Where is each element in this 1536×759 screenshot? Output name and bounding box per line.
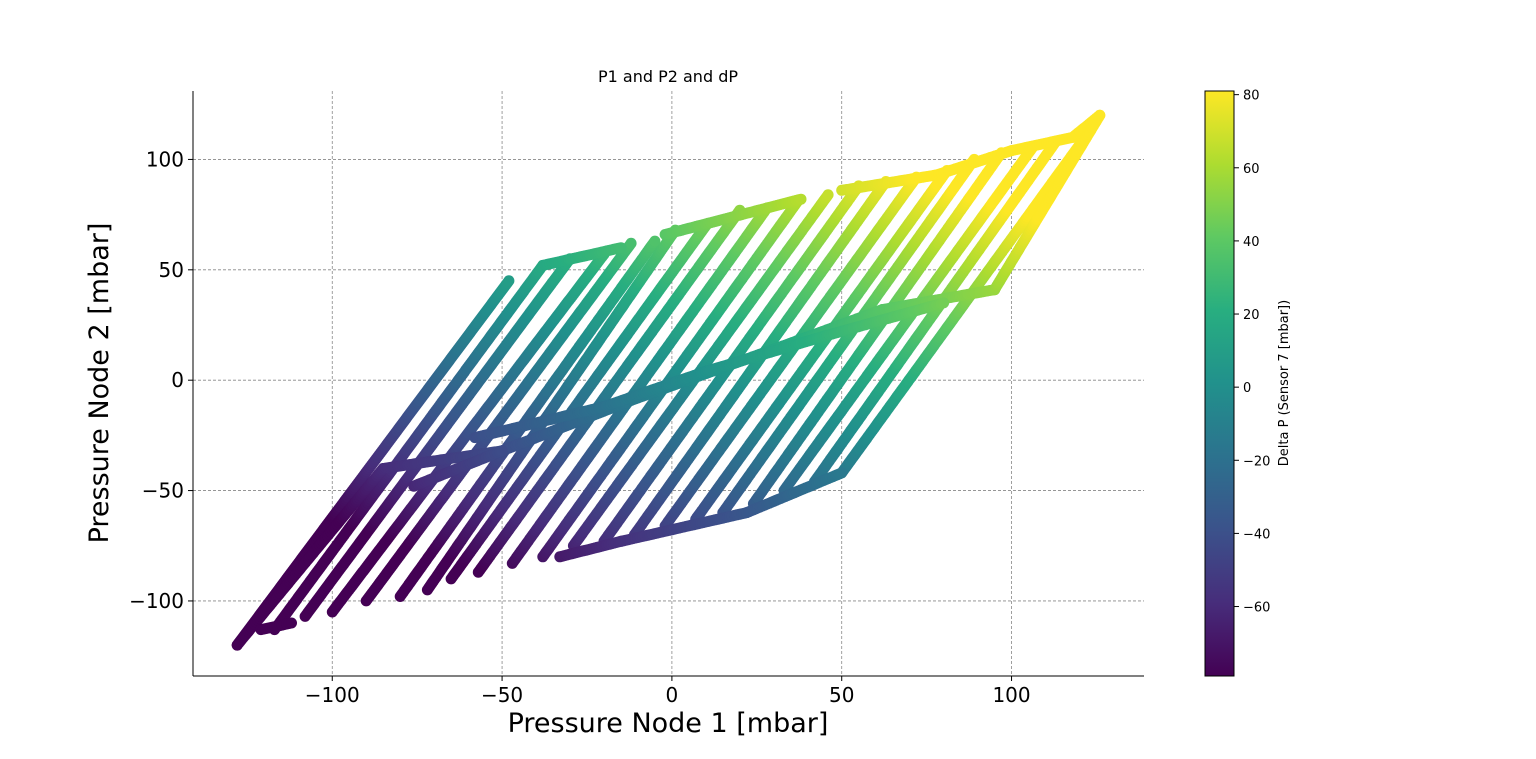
scatter-point	[822, 189, 834, 201]
scatter-point	[836, 467, 848, 479]
y-tick-label: 50	[159, 258, 184, 282]
x-tick-label: 0	[666, 683, 679, 707]
scatter-points	[231, 109, 1106, 651]
colorbar-tick-label: 40	[1243, 235, 1260, 250]
scatter-point	[286, 617, 297, 629]
y-axis-ticks: −100 −50 0 50 100	[129, 147, 193, 613]
y-tick-label: 0	[171, 368, 184, 392]
x-tick-label: −50	[481, 683, 523, 707]
x-tick-label: 50	[829, 683, 854, 707]
x-tick-label: 100	[992, 683, 1030, 707]
scatter-point	[938, 297, 950, 309]
y-axis-label: Pressure Node 2 [mbar]	[84, 223, 115, 544]
chart-title: P1 and P2 and dP	[598, 67, 738, 86]
y-tick-label: −50	[142, 479, 184, 503]
y-tick-label: 100	[146, 147, 184, 171]
colorbar-label: Delta P (Sensor 7 [mbar])	[1277, 300, 1292, 466]
colorbar-tick-label: 60	[1243, 162, 1260, 177]
scatter-point	[649, 235, 661, 247]
scatter-point	[795, 193, 807, 205]
colorbar-tick-label: −40	[1243, 527, 1270, 542]
scatter-point	[503, 275, 515, 287]
scatter-point	[615, 242, 627, 254]
colorbar-tick-label: −20	[1243, 454, 1270, 469]
scatter-point	[625, 237, 637, 249]
x-axis-ticks: −100 −50 0 50 100	[305, 676, 1031, 707]
colorbar-tick-label: −60	[1243, 601, 1270, 616]
colorbar-tick-label: 0	[1243, 381, 1251, 396]
colorbar-ticks: −60 −40 −20 0 20 40 60 80	[1234, 89, 1270, 616]
x-axis-label: Pressure Node 1 [mbar]	[508, 708, 829, 739]
colorbar-tick-label: 20	[1243, 308, 1260, 323]
scatter-point	[496, 445, 508, 457]
x-tick-label: −100	[305, 683, 360, 707]
colorbar	[1204, 90, 1235, 677]
y-tick-label: −100	[129, 589, 184, 613]
scatter-point	[1094, 109, 1106, 121]
colorbar-tick-label: 80	[1243, 89, 1260, 104]
